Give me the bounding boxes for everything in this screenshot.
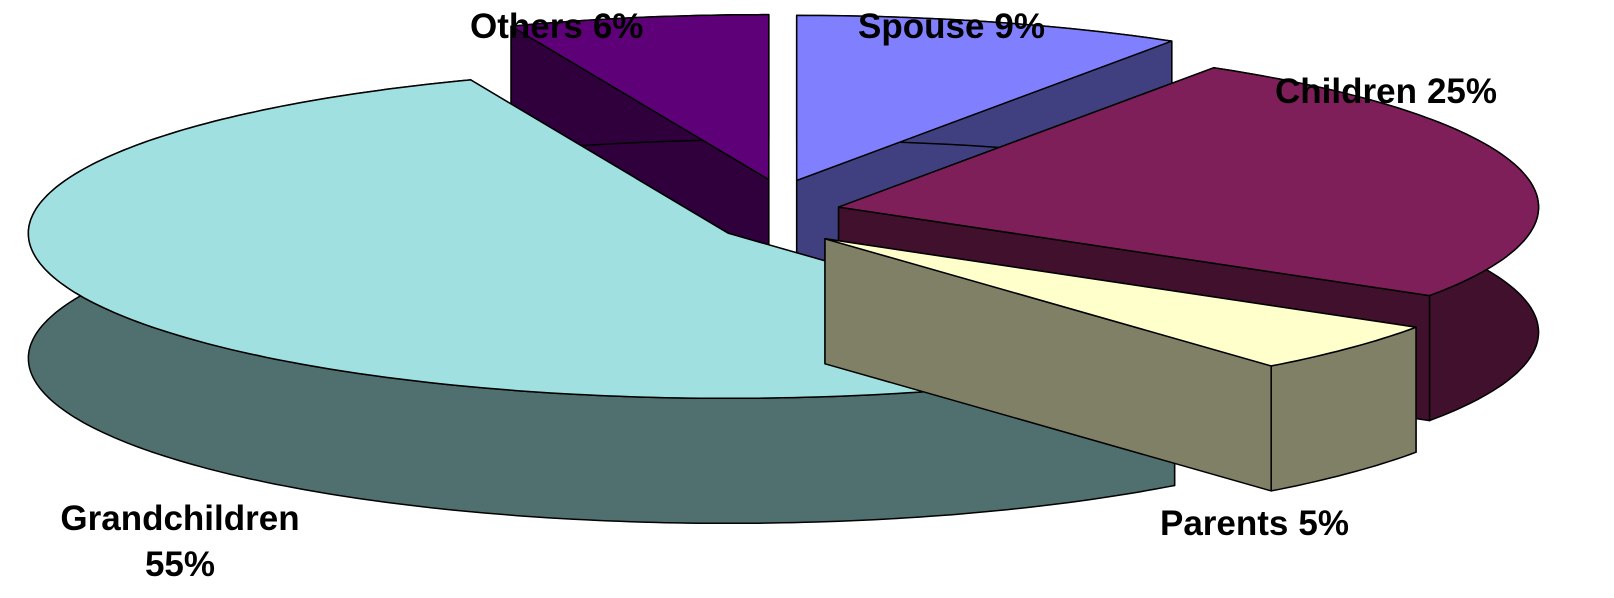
slice-label: Parents 5% — [1160, 504, 1349, 543]
slice — [824, 238, 1417, 367]
category-label: Parents — [1160, 504, 1288, 543]
slice — [510, 13, 770, 181]
value-label: 9% — [994, 7, 1045, 46]
slice — [837, 67, 1540, 297]
value-label: 6% — [593, 7, 644, 46]
category-label: Others — [470, 7, 583, 46]
slice-label: Grandchildren 55% — [60, 499, 299, 584]
value-label: 55% — [145, 545, 215, 584]
slice-label: Spouse 9% — [858, 7, 1045, 46]
category-label: Grandchildren — [60, 499, 299, 538]
slice-label: Children 25% — [1275, 72, 1497, 111]
category-label: Children — [1275, 72, 1417, 111]
slice-label: Others 6% — [470, 7, 643, 46]
value-label: 25% — [1427, 72, 1497, 111]
slice — [795, 14, 1173, 182]
category-label: Spouse — [858, 7, 984, 46]
value-label: 5% — [1298, 504, 1349, 543]
